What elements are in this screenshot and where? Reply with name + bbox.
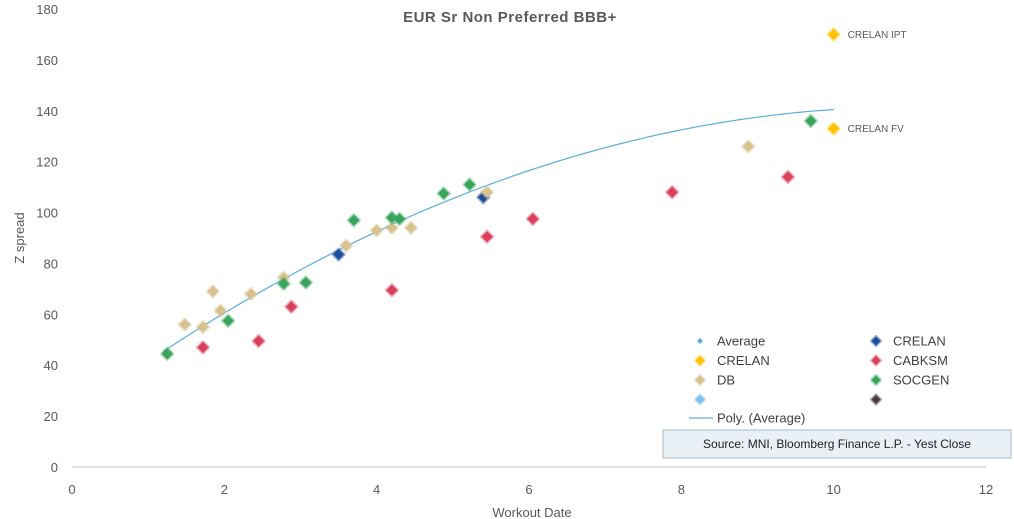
data-point [346,213,361,228]
data-point [384,220,399,235]
legend-label: CRELAN [893,334,946,349]
legend-marker [694,354,706,367]
legend-label: Average [717,334,765,349]
y-tick-label: 120 [36,155,58,170]
x-tick-label: 8 [678,482,685,497]
legend-marker [697,338,703,344]
legend-marker [870,335,882,347]
y-tick-label: 0 [51,460,58,475]
legend: Average CRELAN CRELAN CABKSM DB SOCGEN Poly. (… [689,334,949,426]
legend-label: CRELAN [717,353,770,368]
data-point [392,211,407,226]
y-tick-label: 60 [44,307,58,322]
data-point [665,185,680,200]
data-point [177,317,192,332]
data-point [251,334,266,349]
x-tick-label: 6 [525,482,532,497]
legend-trend-label: Poly. (Average) [717,411,805,426]
data-point [480,185,495,200]
data-point [276,276,291,291]
annotations-layer: CRELAN IPT CRELAN FV [848,30,907,135]
x-tick-label: 0 [68,482,75,497]
y-axis-label: Z spread [12,212,27,263]
data-point [462,177,477,192]
data-point [384,210,399,225]
data-point [160,346,175,361]
x-tick-label: 10 [826,482,840,497]
data-point [436,186,451,201]
legend-label: DB [717,373,735,388]
data-point [298,275,313,290]
data-point [339,238,354,253]
point-annotation: CRELAN FV [848,124,904,135]
source-box-background [662,429,1012,459]
y-tick-label: 20 [44,409,58,424]
data-point [826,121,841,136]
data-point [384,283,399,298]
data-point [780,169,795,184]
point-annotation: CRELAN IPT [848,30,907,41]
legend-marker [870,354,882,367]
data-point [525,211,540,226]
legend-marker [694,374,706,386]
trendline [163,108,834,352]
data-point [369,223,384,238]
y-tick-label: 40 [44,358,58,373]
data-point [196,320,211,335]
y-tick-label: 80 [44,256,58,271]
trendline-layer [163,108,834,352]
points-layer [160,27,841,361]
data-point [243,286,258,301]
x-tick-label: 2 [221,482,228,497]
legend-marker [694,393,706,406]
y-tick-label: 160 [36,53,58,68]
x-axis-label: Workout Date [492,505,571,519]
data-point [205,284,220,299]
data-point [284,299,299,314]
legend-label: CABKSM [893,353,948,368]
source-box: Source: MNI, Bloomberg Finance L.P. - Ye… [662,429,1012,459]
data-point [196,340,211,355]
y-tick-label: 180 [36,2,58,17]
legend-marker [870,374,882,386]
data-point [403,220,418,235]
legend-label: SOCGEN [893,373,949,388]
chart-title: EUR Sr Non Preferred BBB+ [403,9,617,26]
data-point [480,229,495,244]
x-tick-label: 12 [979,482,993,497]
data-point [741,139,756,154]
legend-marker [870,393,882,406]
source-text: Source: MNI, Bloomberg Finance L.P. - Ye… [703,437,971,451]
data-point [221,313,236,328]
y-tick-label: 140 [36,104,58,119]
data-point [803,113,818,128]
data-point [826,27,841,42]
data-point [213,303,228,318]
y-tick-label: 100 [36,206,58,221]
x-tick-label: 4 [373,482,380,497]
data-point [331,247,346,262]
